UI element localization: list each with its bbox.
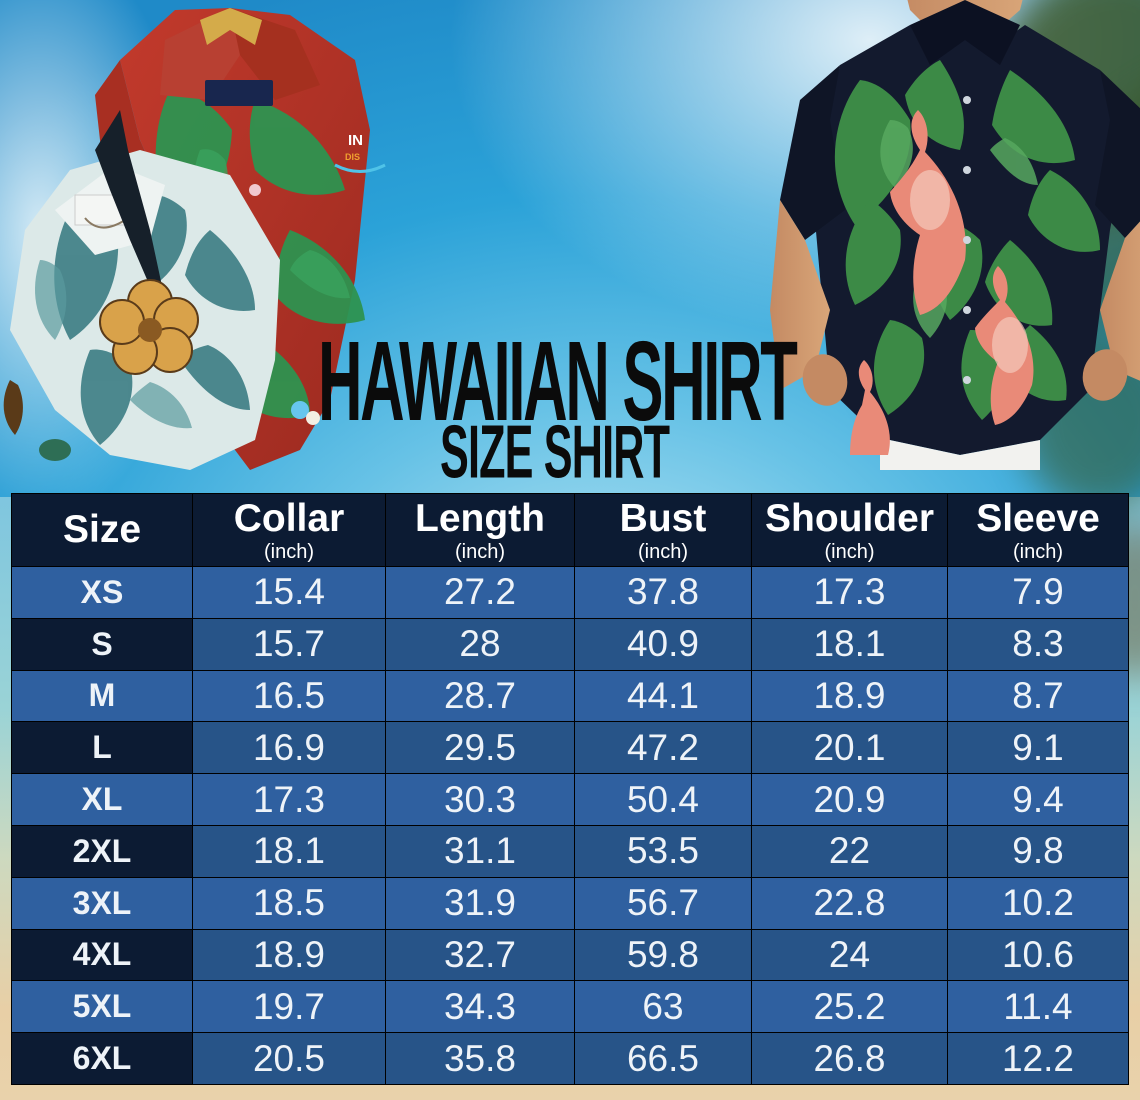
svg-text:IN: IN (348, 132, 363, 149)
svg-text:DIS: DIS (345, 152, 360, 162)
